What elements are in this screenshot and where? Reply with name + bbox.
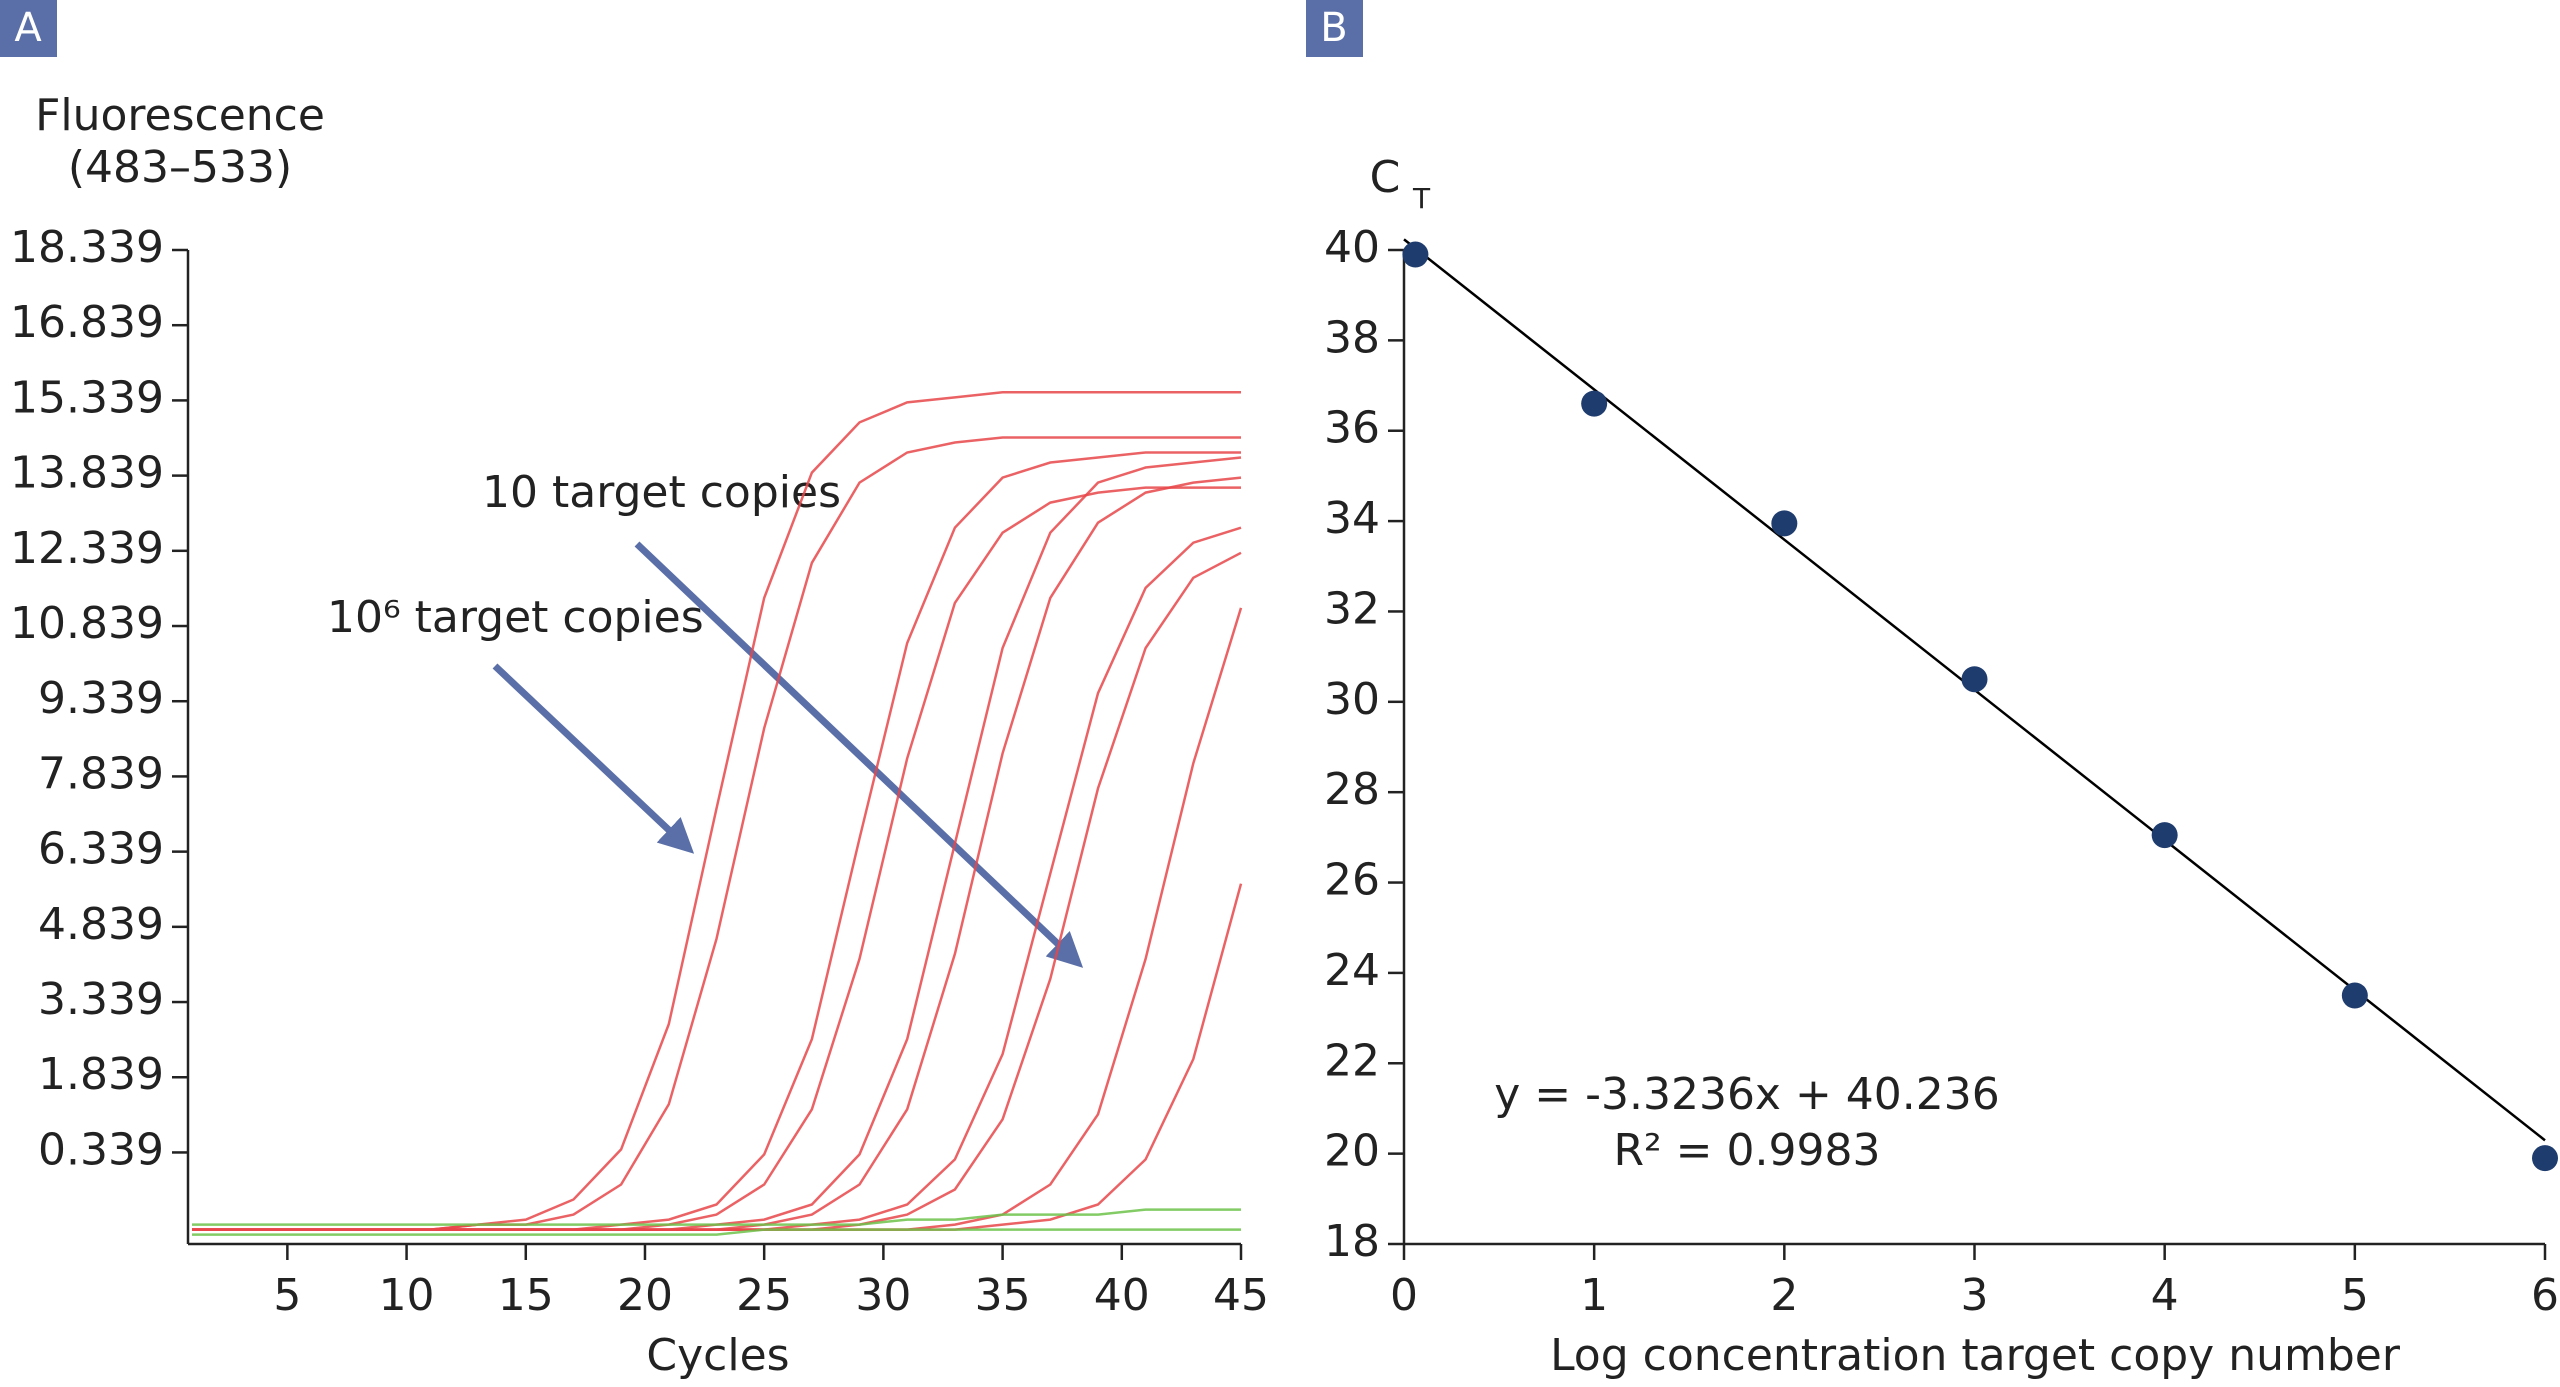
data-point: [1961, 666, 1988, 693]
y-axis-label-subscript: T: [1412, 182, 1431, 215]
y-tick-label: 18: [1324, 1216, 1380, 1267]
curve: [192, 436, 1241, 1231]
x-axis-label: Cycles: [646, 1330, 789, 1381]
panel-badge: [0, 0, 57, 57]
annotation: 10⁶ target copies: [327, 592, 704, 643]
curve: [192, 607, 1243, 1231]
curve: [192, 551, 1242, 1231]
y-tick-label: 40: [1324, 222, 1380, 273]
curve: [192, 1228, 1241, 1236]
x-tick-label: 0: [1390, 1270, 1418, 1321]
y-tick-label: 32: [1324, 583, 1380, 634]
arrow: [492, 663, 695, 854]
y-tick-label: 34: [1324, 493, 1380, 544]
y-tick-label: 6.339: [38, 824, 164, 875]
data-point: [1581, 390, 1608, 417]
x-axis-label: Log concentration target copy number: [1550, 1330, 2401, 1381]
panel-label: A: [14, 5, 42, 51]
y-axis-label: C: [1370, 152, 1401, 203]
arrow: [634, 541, 1084, 968]
y-tick-label: 18.339: [10, 222, 164, 273]
data-point: [2151, 822, 2178, 849]
y-tick-label: 26: [1324, 855, 1380, 906]
annotation: 10 target copies: [482, 467, 841, 518]
x-tick-label: 15: [498, 1270, 554, 1321]
y-tick-label: 9.339: [38, 673, 164, 724]
y-tick-label: 28: [1324, 764, 1380, 815]
y-axis-label: Fluorescence: [35, 90, 325, 141]
x-tick-label: 5: [2341, 1270, 2369, 1321]
y-tick-label: 38: [1324, 312, 1380, 363]
x-tick-label: 1: [1580, 1270, 1608, 1321]
y-tick-label: 3.339: [38, 974, 164, 1025]
x-tick-label: 40: [1094, 1270, 1150, 1321]
x-tick-label: 30: [855, 1270, 911, 1321]
data-point: [1402, 241, 1429, 268]
y-tick-label: 22: [1324, 1035, 1380, 1086]
y-tick-label: 13.839: [10, 448, 164, 499]
data-point: [2341, 982, 2368, 1009]
panel-badge: [1306, 0, 1363, 57]
curve: [192, 1208, 1241, 1226]
y-tick-label: 16.839: [10, 297, 164, 348]
x-tick-label: 35: [975, 1270, 1031, 1321]
y-tick-label: 36: [1324, 403, 1380, 454]
x-tick-label: 20: [617, 1270, 673, 1321]
y-tick-label: 10.839: [10, 598, 164, 649]
x-tick-label: 6: [2531, 1270, 2559, 1321]
x-tick-label: 2: [1770, 1270, 1798, 1321]
data-point: [2532, 1145, 2558, 1172]
x-tick-label: 4: [2151, 1270, 2179, 1321]
y-tick-label: 30: [1324, 674, 1380, 725]
y-tick-label: 20: [1324, 1126, 1380, 1177]
y-tick-label: 12.339: [10, 523, 164, 574]
x-tick-label: 10: [379, 1270, 435, 1321]
y-tick-label: 15.339: [10, 372, 164, 423]
annotation: R² = 0.9983: [1613, 1125, 1880, 1176]
y-tick-label: 24: [1324, 945, 1380, 996]
y-tick-label: 0.339: [38, 1124, 164, 1175]
x-tick-label: 45: [1213, 1270, 1269, 1321]
y-tick-label: 1.839: [38, 1049, 164, 1100]
x-tick-label: 5: [273, 1270, 301, 1321]
annotation: y = -3.3236x + 40.236: [1494, 1069, 2000, 1120]
curve: [192, 476, 1242, 1231]
data-point: [1771, 510, 1798, 537]
x-tick-label: 3: [1961, 1270, 1989, 1321]
panel-label: B: [1320, 5, 1347, 51]
x-tick-label: 25: [736, 1270, 792, 1321]
y-tick-label: 7.839: [38, 748, 164, 799]
y-axis-label: (483–533): [68, 142, 292, 193]
y-tick-label: 4.839: [38, 899, 164, 950]
